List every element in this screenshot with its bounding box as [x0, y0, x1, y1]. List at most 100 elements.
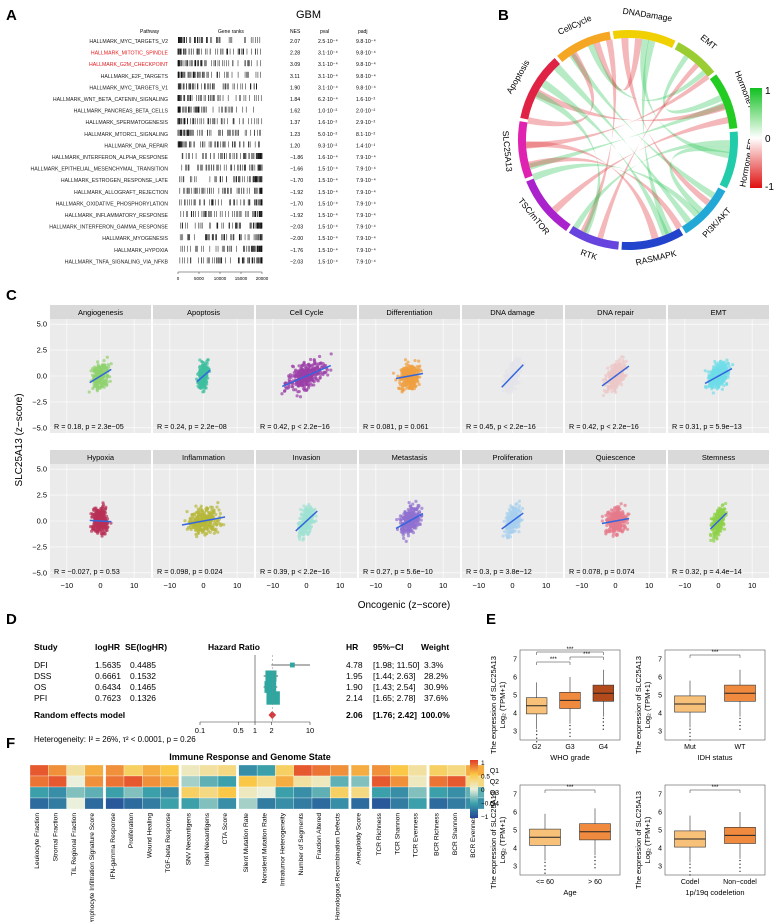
scatter-point — [318, 376, 322, 380]
scatter-point — [92, 369, 96, 374]
scatter-point — [508, 373, 512, 377]
scatter-point — [710, 374, 714, 378]
scatter-point — [100, 528, 104, 532]
scatter-point — [601, 378, 605, 382]
scatter-point — [207, 515, 212, 519]
scatter-point — [291, 365, 295, 369]
scatter-point — [514, 378, 518, 382]
x-tick-label: 0 — [510, 581, 514, 590]
scatter-point — [416, 522, 420, 527]
chord-sector — [557, 31, 611, 62]
x-tick-label: −10 — [472, 581, 485, 590]
scatter-point — [89, 369, 93, 373]
scatter-point — [312, 361, 317, 366]
scatter-point — [302, 529, 307, 533]
scatter-point — [720, 362, 724, 366]
scatter-point — [406, 507, 410, 512]
scatter-point — [201, 512, 206, 516]
scatter-point — [324, 363, 328, 368]
gsea-padj: 7.9·10⁻⁴ — [356, 225, 376, 231]
gsea-pval: 1.5·10⁻⁴ — [318, 225, 338, 231]
scatter-point — [304, 369, 308, 373]
gsea-nes: 1.62 — [290, 109, 300, 115]
scatter-point — [191, 512, 195, 517]
scatter-point — [204, 515, 208, 520]
facet-strip — [668, 305, 769, 319]
scatter-point — [731, 363, 735, 367]
scatter-point — [508, 535, 513, 539]
scatter-point — [516, 371, 521, 375]
scatter-point — [198, 374, 202, 378]
scatter-point — [315, 365, 319, 369]
gsea-padj: 2.0·10⁻² — [356, 109, 375, 115]
scatter-point — [203, 525, 207, 530]
chord-legend-bottom: -1 — [765, 182, 774, 193]
gsea-axis-label: 10000 — [214, 276, 227, 281]
scatter-point — [612, 364, 616, 368]
gsea-pval: 5.0·10⁻² — [318, 132, 337, 138]
y-tick-label: −2.5 — [32, 542, 47, 551]
gsea-pathway-label: HALLMARK_WNT_BETA_CATENIN_SIGNALING — [53, 97, 168, 103]
panel-letter-a: A — [6, 7, 17, 24]
gsea-pval: 1.5·10⁻⁴ — [318, 167, 338, 173]
scatter-point — [418, 364, 422, 368]
scatter-point — [507, 384, 511, 388]
scatter-point — [280, 392, 284, 396]
scatter-point — [309, 505, 313, 510]
scatter-point — [298, 531, 303, 536]
chord-ribbon — [535, 89, 726, 122]
scatter-point — [294, 388, 298, 392]
gsea-nes: −2.00 — [290, 236, 303, 242]
x-tick-label: 0 — [98, 581, 102, 590]
scatter-point — [201, 530, 205, 535]
scatter-point — [720, 387, 724, 391]
scatter-point — [329, 352, 333, 356]
gsea-nes: −1.92 — [290, 190, 303, 196]
scatter-point — [305, 388, 309, 392]
scatter-point — [284, 386, 289, 390]
panel-a-gsea-table: GBM Pathway Gene ranks NES pval padj HAL… — [30, 9, 375, 281]
scatter-point — [205, 368, 209, 372]
scatter-point — [299, 370, 303, 374]
gsea-pval: 1.5·10⁻⁴ — [318, 236, 338, 242]
gsea-padj: 1.6·10⁻² — [356, 97, 375, 103]
panel-c-scatter-facets: SLC25A13 (z−score) Oncogenic (z−score) A… — [14, 305, 769, 611]
gsea-axis-label: 20000 — [256, 276, 269, 281]
gsea-padj: 9.8·10⁻⁴ — [356, 85, 376, 91]
gsea-nes: −1.70 — [290, 201, 303, 207]
scatter-point — [725, 358, 729, 362]
scatter-point — [605, 390, 610, 394]
facet-title: EMT — [711, 308, 727, 317]
gsea-pval: 3.1·10⁻⁴ — [318, 51, 338, 57]
scatter-point — [219, 523, 223, 528]
scatter-point — [195, 527, 199, 531]
x-tick-label: −10 — [369, 581, 382, 590]
panel-a-header-nes: NES — [290, 29, 301, 35]
scatter-point — [108, 375, 112, 379]
scatter-point — [326, 373, 330, 377]
scatter-point — [306, 532, 310, 536]
gsea-pval: 9.3·10⁻² — [318, 143, 337, 149]
scatter-point — [610, 385, 614, 390]
scatter-point — [87, 390, 91, 394]
scatter-point — [623, 374, 627, 378]
facet-stat: R = 0.27, p = 5.6e−10 — [363, 567, 433, 576]
gsea-pathway-label: HALLMARK_MYOGENESIS — [102, 236, 168, 242]
gsea-nes: 3.11 — [290, 74, 300, 80]
scatter-point — [411, 524, 415, 528]
scatter-point — [408, 504, 413, 508]
scatter-point — [617, 358, 622, 362]
scatter-point — [400, 372, 404, 376]
chord-sector — [621, 228, 684, 250]
gsea-pathway-label: HALLMARK_PANCREAS_BETA_CELLS — [74, 109, 169, 115]
scatter-point — [301, 538, 305, 542]
gsea-pathway-label: HALLMARK_EPITHELIAL_MESENCHYMAL_TRANSITI… — [30, 167, 168, 173]
scatter-point — [610, 382, 614, 387]
gsea-padj: 7.9·10⁻⁴ — [356, 190, 376, 196]
scatter-point — [200, 382, 204, 386]
scatter-point — [509, 378, 514, 382]
scatter-point — [199, 512, 203, 517]
scatter-point — [100, 376, 104, 380]
scatter-point — [406, 534, 411, 538]
